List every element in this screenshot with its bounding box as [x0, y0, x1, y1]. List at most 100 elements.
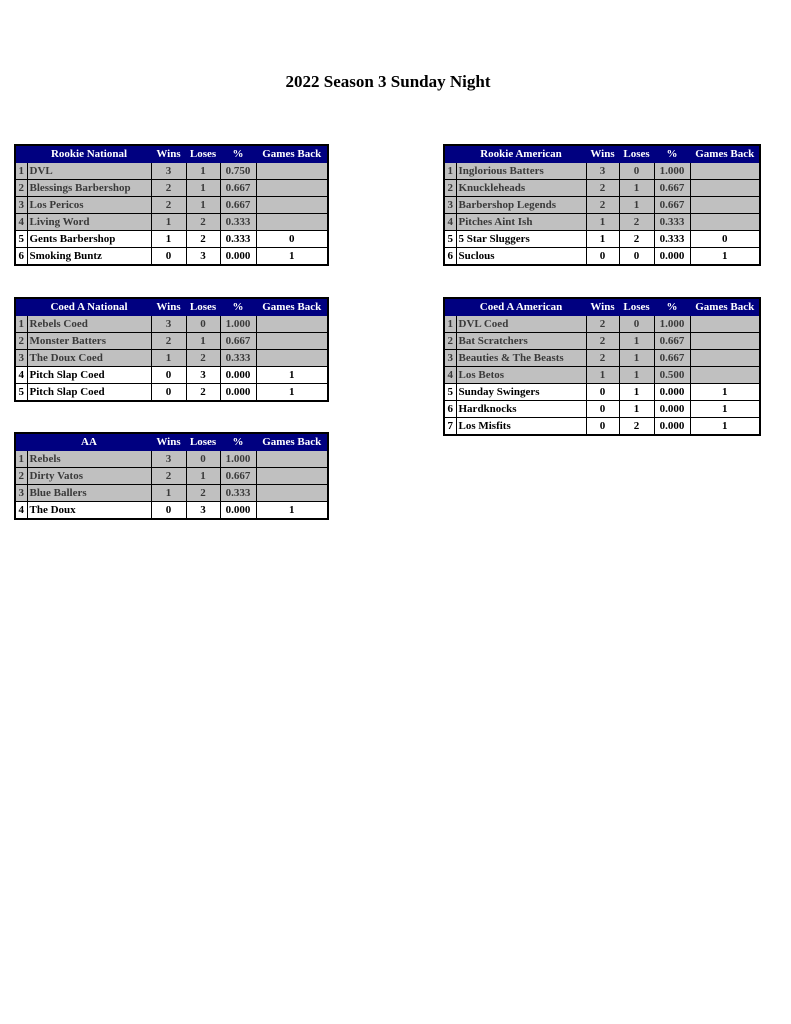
- rank-cell: 7: [443, 417, 457, 436]
- pct-cell: 0.500: [653, 366, 691, 384]
- loses-cell: 2: [185, 349, 221, 367]
- loses-cell: 3: [185, 247, 221, 266]
- table-row: 1 DVL Coed 2 0 1.000: [443, 315, 761, 333]
- pct-cell: 0.000: [653, 247, 691, 266]
- pct-cell: 0.667: [653, 179, 691, 197]
- team-name-cell: Pitch Slap Coed: [26, 366, 152, 384]
- wins-cell: 0: [150, 366, 187, 384]
- pct-cell: 0.000: [653, 383, 691, 401]
- games-back-cell: [689, 196, 761, 214]
- wins-cell: 1: [585, 213, 620, 231]
- column-header: %: [653, 144, 691, 163]
- wins-cell: 1: [150, 213, 187, 231]
- rank-cell: 2: [14, 332, 28, 350]
- header-blank: [14, 297, 28, 316]
- wins-cell: 2: [150, 196, 187, 214]
- team-name-cell: Los Misfits: [455, 417, 587, 436]
- column-header: Wins: [150, 144, 187, 163]
- games-back-cell: [255, 162, 329, 180]
- pct-cell: 1.000: [219, 315, 257, 333]
- header-blank: [443, 144, 457, 163]
- team-name-cell: Living Word: [26, 213, 152, 231]
- table-row: 2 Dirty Vatos 2 1 0.667: [14, 467, 329, 485]
- loses-cell: 2: [185, 213, 221, 231]
- pct-cell: 0.333: [653, 213, 691, 231]
- wins-cell: 2: [585, 179, 620, 197]
- column-header: Wins: [585, 297, 620, 316]
- team-name-cell: Rebels Coed: [26, 315, 152, 333]
- wins-cell: 2: [585, 349, 620, 367]
- table-row: 3 Los Pericos 2 1 0.667: [14, 196, 329, 214]
- wins-cell: 1: [150, 349, 187, 367]
- team-name-cell: The Doux: [26, 501, 152, 520]
- team-name-cell: Sunday Swingers: [455, 383, 587, 401]
- rank-cell: 1: [14, 450, 28, 468]
- rank-cell: 2: [14, 179, 28, 197]
- loses-cell: 2: [185, 230, 221, 248]
- rank-cell: 4: [443, 366, 457, 384]
- team-name-cell: 5 Star Sluggers: [455, 230, 587, 248]
- table-row: 5 Gents Barbershop 1 2 0.333 0: [14, 230, 329, 248]
- loses-cell: 1: [185, 467, 221, 485]
- loses-cell: 3: [185, 366, 221, 384]
- team-name-cell: Blessings Barbershop: [26, 179, 152, 197]
- pct-cell: 0.000: [653, 417, 691, 436]
- games-back-cell: 1: [689, 400, 761, 418]
- loses-cell: 1: [618, 179, 655, 197]
- header-row: Coed A National Wins Loses% Games Back: [14, 297, 329, 316]
- games-back-cell: [255, 196, 329, 214]
- column-header: Loses: [185, 144, 221, 163]
- table-row: 3 Blue Ballers 1 2 0.333: [14, 484, 329, 502]
- wins-cell: 0: [585, 383, 620, 401]
- games-back-cell: [255, 315, 329, 333]
- rank-cell: 2: [14, 467, 28, 485]
- table-row: 2 Blessings Barbershop 2 1 0.667: [14, 179, 329, 197]
- pct-cell: 0.667: [219, 467, 257, 485]
- pct-cell: 0.000: [653, 400, 691, 418]
- loses-cell: 1: [618, 383, 655, 401]
- standings-table-rookie-american: Rookie American Wins Loses% Games Back 1 Ingl…: [443, 144, 761, 266]
- games-back-cell: [689, 179, 761, 197]
- rank-cell: 1: [443, 162, 457, 180]
- table-row: 6 Suclous 0 0 0.000 1: [443, 247, 761, 266]
- games-back-cell: [255, 332, 329, 350]
- header-blank: [14, 432, 28, 451]
- header-row: Coed A American Wins Loses% Games Back: [443, 297, 761, 316]
- loses-cell: 1: [185, 332, 221, 350]
- team-name-cell: Gents Barbershop: [26, 230, 152, 248]
- header-row: Rookie National Wins Loses% Games Back: [14, 144, 329, 163]
- division-name: Coed A National: [26, 297, 152, 316]
- loses-cell: 0: [185, 450, 221, 468]
- loses-cell: 0: [618, 162, 655, 180]
- games-back-cell: [689, 162, 761, 180]
- rank-cell: 4: [14, 501, 28, 520]
- column-header: Loses: [618, 144, 655, 163]
- team-name-cell: Los Betos: [455, 366, 587, 384]
- wins-cell: 2: [585, 196, 620, 214]
- wins-cell: 3: [150, 162, 187, 180]
- column-header: Games Back: [255, 432, 329, 451]
- team-name-cell: Knuckleheads: [455, 179, 587, 197]
- wins-cell: 1: [150, 484, 187, 502]
- pct-cell: 0.667: [653, 349, 691, 367]
- loses-cell: 2: [185, 383, 221, 402]
- team-name-cell: Beauties & The Beasts: [455, 349, 587, 367]
- games-back-cell: 0: [689, 230, 761, 248]
- games-back-cell: 1: [689, 383, 761, 401]
- loses-cell: 0: [185, 315, 221, 333]
- games-back-cell: 1: [255, 247, 329, 266]
- pct-cell: 0.333: [219, 213, 257, 231]
- team-name-cell: The Doux Coed: [26, 349, 152, 367]
- rank-cell: 3: [443, 349, 457, 367]
- rank-cell: 5: [443, 383, 457, 401]
- header-blank: [443, 297, 457, 316]
- pct-cell: 1.000: [219, 450, 257, 468]
- wins-cell: 0: [150, 501, 187, 520]
- loses-cell: 2: [618, 213, 655, 231]
- games-back-cell: [255, 467, 329, 485]
- column-header: Wins: [585, 144, 620, 163]
- pct-cell: 0.333: [219, 484, 257, 502]
- team-name-cell: Bat Scratchers: [455, 332, 587, 350]
- rank-cell: 1: [14, 162, 28, 180]
